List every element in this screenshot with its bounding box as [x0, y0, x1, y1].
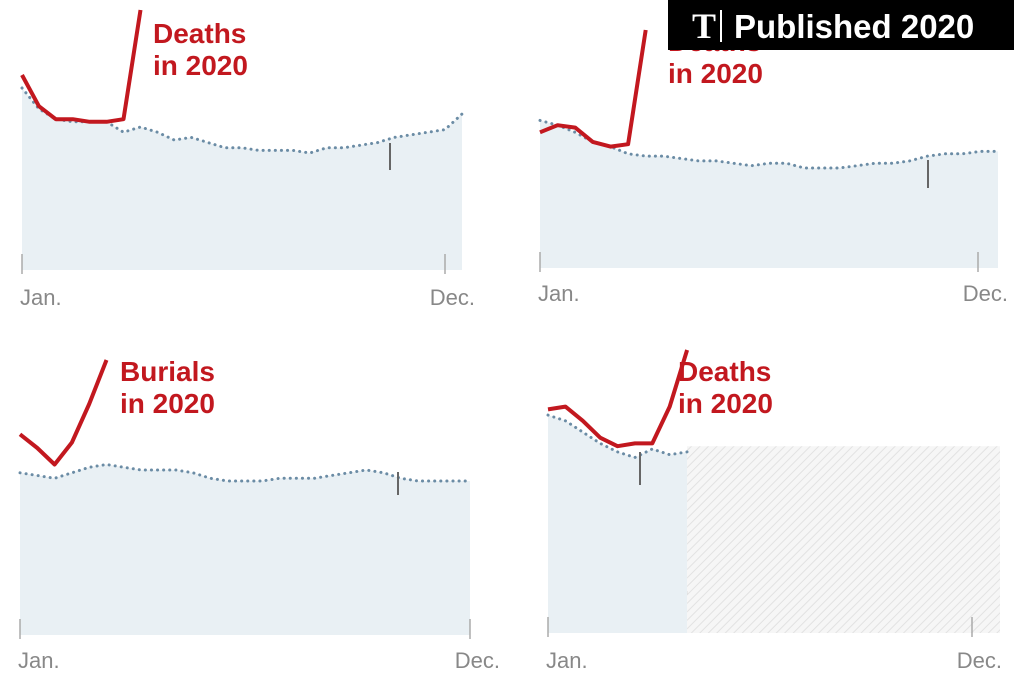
- x-tick-label: Jan.: [18, 648, 60, 673]
- badge-bg: [668, 0, 1014, 50]
- badge-text: Published 2020: [734, 8, 974, 45]
- x-tick-label: Jan.: [20, 285, 62, 310]
- x-tick-label: Dec.: [454, 648, 500, 673]
- x-tick-label: Dec.: [962, 281, 1008, 306]
- series-label: Deaths in 2020: [678, 356, 773, 419]
- series-label: Deaths in 2020: [153, 18, 248, 81]
- x-tick-label: Jan.: [546, 648, 588, 673]
- series-label: Burials in 2020: [120, 356, 215, 419]
- badge-logo: T: [692, 6, 716, 46]
- x-tick-label: Dec.: [956, 648, 1002, 673]
- x-tick-label: Jan.: [538, 281, 580, 306]
- x-tick-label: Dec.: [429, 285, 475, 310]
